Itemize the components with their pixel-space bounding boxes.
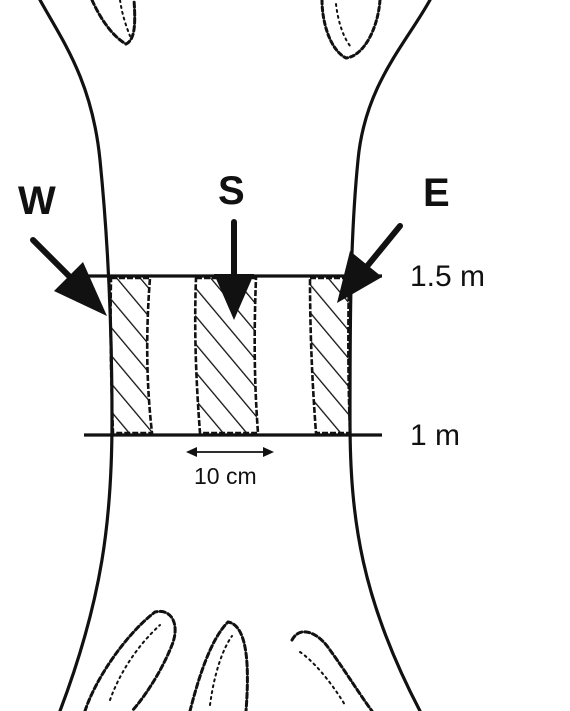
root-scar-3 xyxy=(290,630,374,711)
root-scar-1-inner xyxy=(109,624,161,701)
bark-sample-strips xyxy=(109,276,352,435)
arrow-west xyxy=(30,237,107,316)
label-height-upper: 1.5 m xyxy=(410,260,485,293)
root-scar-2-inner xyxy=(209,635,233,706)
sample-strip-east xyxy=(308,276,352,435)
label-east: E xyxy=(423,171,450,215)
arrow-south xyxy=(214,219,254,320)
root-scar-2 xyxy=(188,620,249,711)
upper-left-scar xyxy=(90,0,137,46)
label-south: S xyxy=(218,169,245,213)
sample-strip-west xyxy=(109,276,154,435)
trunk-left-edge xyxy=(38,0,114,711)
label-west: W xyxy=(18,179,56,223)
lower-root-scars xyxy=(83,609,374,711)
upper-right-scar-inner xyxy=(335,3,353,49)
root-scar-3-inner xyxy=(299,651,346,706)
width-dimension-arrow xyxy=(186,447,274,457)
upper-right-scar xyxy=(320,0,382,60)
label-height-lower: 1 m xyxy=(410,419,460,452)
trunk-right-edge xyxy=(348,0,432,711)
upper-branch-scars xyxy=(90,0,382,60)
direction-arrows xyxy=(30,219,403,320)
root-scar-1 xyxy=(83,609,177,711)
label-sample-width: 10 cm xyxy=(194,463,257,489)
arrow-east xyxy=(337,223,403,303)
sample-strip-south xyxy=(193,276,260,435)
upper-left-scar-inner xyxy=(119,0,131,37)
